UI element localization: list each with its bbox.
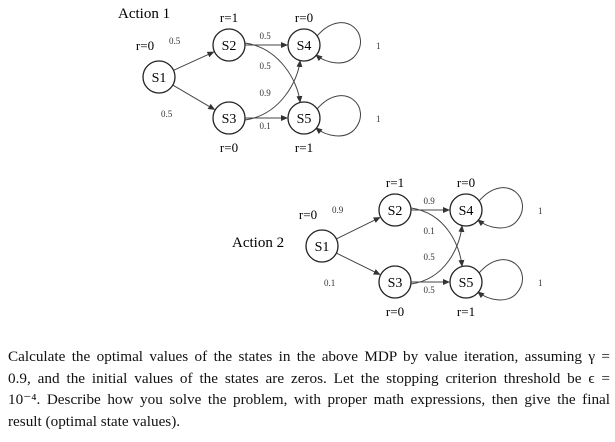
state-label: S2 [388, 204, 403, 219]
state-label: S1 [315, 240, 330, 255]
self-loop-arrow [315, 22, 361, 64]
state-node [449, 265, 483, 299]
transition-probability: 0.9 [424, 196, 436, 206]
reward-label: r=0 [457, 175, 475, 190]
mdp-diagrams: Action 1 0.5 0.5 0.5 0.5 0.9 0.1 1 1 S1 r=0 S2 r=1 S3… [118, 6, 543, 319]
state-node [212, 28, 246, 62]
state-node [305, 229, 339, 263]
state-label: S4 [459, 204, 474, 219]
state-node [378, 265, 412, 299]
transition-probability: 0.5 [260, 61, 272, 71]
transition-arrow [172, 84, 216, 110]
state-node [212, 101, 246, 135]
state-label: S2 [222, 39, 237, 54]
question-line: result (optimal state values). [8, 412, 181, 430]
transition-probability: 1 [538, 278, 543, 288]
transition-arrow [173, 51, 215, 71]
transition-probability: 0.1 [424, 226, 435, 236]
transition-probability: 0.9 [260, 88, 272, 98]
state-label: S4 [297, 39, 312, 54]
transition-probability: 0.5 [260, 31, 272, 41]
state-node [287, 101, 321, 135]
transition-probability: 0.5 [161, 109, 173, 119]
action-title: Action 2 [232, 235, 284, 251]
transition-probability: 0.1 [260, 121, 271, 131]
self-loop-arrow [315, 95, 361, 137]
transition-arrow [410, 207, 465, 267]
transition-arrow [244, 42, 303, 103]
self-loop-arrow [477, 187, 523, 229]
question-text: Calculate the optimal values of the stat… [8, 346, 610, 432]
self-loop-arrow [477, 259, 523, 301]
transition-probability: 0.5 [424, 252, 436, 262]
transition-probability: 0.5 [424, 285, 436, 295]
state-node [449, 193, 483, 227]
question-line: 10⁻⁴. Describe how you solve the problem… [8, 391, 610, 408]
state-label: S3 [222, 112, 237, 127]
reward-label: r=1 [220, 10, 238, 25]
question-line: 0.9, and the initial values of the state… [8, 369, 610, 387]
transition-probability: 1 [538, 206, 543, 216]
transition-probability: 0.9 [332, 205, 344, 215]
transition-arrow [336, 217, 381, 240]
reward-label: r=0 [299, 207, 317, 222]
action-title: Action 1 [118, 6, 170, 22]
reward-label: r=0 [386, 304, 404, 319]
transition-probability: 1 [376, 41, 381, 51]
state-label: S5 [297, 112, 312, 127]
state-label: S5 [459, 276, 474, 291]
state-node [287, 28, 321, 62]
transition-probability: 0.1 [324, 278, 335, 288]
reward-label: r=0 [295, 10, 313, 25]
transition-arrow [336, 252, 381, 275]
state-node [142, 60, 176, 94]
state-label: S1 [152, 71, 167, 86]
transition-probability: 0.5 [169, 36, 181, 46]
state-label: S3 [388, 276, 403, 291]
reward-label: r=1 [295, 140, 313, 155]
reward-label: r=1 [386, 175, 404, 190]
question-line: Calculate the optimal values of the stat… [8, 348, 610, 365]
reward-label: r=0 [136, 38, 154, 53]
state-node [378, 193, 412, 227]
reward-label: r=0 [220, 140, 238, 155]
reward-label: r=1 [457, 304, 475, 319]
transition-probability: 1 [376, 114, 381, 124]
